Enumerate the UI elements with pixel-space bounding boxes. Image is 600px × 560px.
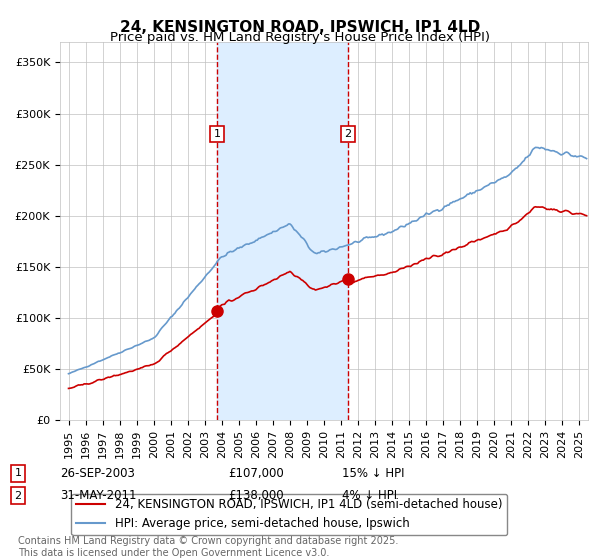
Text: Contains HM Land Registry data © Crown copyright and database right 2025.
This d: Contains HM Land Registry data © Crown c… (18, 536, 398, 558)
Text: 24, KENSINGTON ROAD, IPSWICH, IP1 4LD: 24, KENSINGTON ROAD, IPSWICH, IP1 4LD (120, 20, 480, 35)
Bar (217, 42, 348, 420)
Text: 1: 1 (214, 129, 221, 139)
Text: 2: 2 (344, 129, 352, 139)
Text: 4% ↓ HPI: 4% ↓ HPI (342, 489, 397, 502)
Text: 26-SEP-2003: 26-SEP-2003 (60, 466, 135, 480)
Text: £138,000: £138,000 (228, 489, 284, 502)
Text: £107,000: £107,000 (228, 466, 284, 480)
Text: 1: 1 (14, 468, 22, 478)
Legend: 24, KENSINGTON ROAD, IPSWICH, IP1 4LD (semi-detached house), HPI: Average price,: 24, KENSINGTON ROAD, IPSWICH, IP1 4LD (s… (71, 494, 507, 535)
Text: 31-MAY-2011: 31-MAY-2011 (60, 489, 137, 502)
Text: Price paid vs. HM Land Registry's House Price Index (HPI): Price paid vs. HM Land Registry's House … (110, 31, 490, 44)
Text: 15% ↓ HPI: 15% ↓ HPI (342, 466, 404, 480)
Text: 2: 2 (14, 491, 22, 501)
